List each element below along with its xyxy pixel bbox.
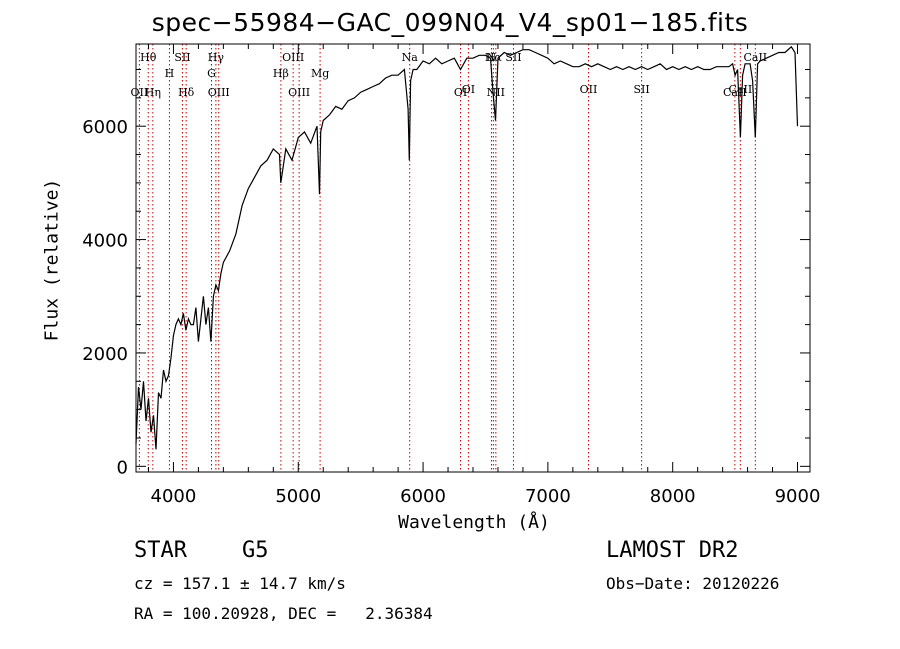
line-marker-label: OII — [580, 83, 598, 96]
survey-name: LAMOST DR2 — [606, 538, 739, 563]
line-marker-label: OI — [454, 86, 467, 99]
x-tick-label: 5000 — [275, 486, 321, 507]
line-marker-label: CaII — [743, 51, 767, 64]
line-marker-label: Mg — [311, 67, 329, 80]
line-marker-label: OII — [131, 86, 149, 99]
y-tick-label: 6000 — [82, 117, 128, 138]
x-tick-label: 6000 — [400, 486, 446, 507]
x-tick-label: 4000 — [151, 486, 197, 507]
line-marker-label: OIII — [282, 51, 304, 64]
line-marker-label: G — [207, 67, 216, 80]
line-marker-label: OI — [462, 83, 475, 96]
line-marker-label: SII — [174, 51, 190, 64]
x-tick-label: 9000 — [775, 486, 821, 507]
line-marker-label: Hη — [145, 86, 161, 99]
chart-title: spec−55984−GAC_099N04_V4_sp01−185.fits — [151, 8, 749, 37]
line-marker-label: CaII — [729, 83, 753, 96]
line-marker-label: Hα — [485, 51, 503, 64]
line-marker-label: Hδ — [178, 86, 195, 99]
y-tick-label: 0 — [117, 457, 128, 478]
line-marker-label: SII — [505, 51, 521, 64]
line-marker-label: Hθ — [140, 51, 157, 64]
y-tick-label: 2000 — [82, 344, 128, 365]
line-marker-label: OIII — [288, 86, 310, 99]
line-marker-label: Na — [402, 51, 419, 64]
x-tick-label: 7000 — [525, 486, 571, 507]
redshift-velocity: cz = 157.1 ± 14.7 km/s — [134, 574, 346, 593]
y-axis-label: Flux (relative) — [41, 178, 63, 342]
y-axis-ticks: 0 2000 4000 6000 — [82, 69, 810, 478]
observation-date: Obs−Date: 20120226 — [606, 574, 780, 593]
x-tick-label: 8000 — [650, 486, 696, 507]
line-marker-label: Hγ — [208, 51, 225, 64]
line-marker-label: OIII — [208, 86, 230, 99]
line-marker-label: SII — [634, 83, 650, 96]
line-marker-label: N — [487, 51, 497, 64]
line-marker-group — [138, 44, 756, 472]
object-class: STAR — [134, 538, 187, 563]
plot-frame — [135, 43, 811, 473]
line-marker-label: CaII — [723, 86, 747, 99]
line-marker-label: NII — [487, 86, 505, 99]
line-marker-label: Hβ — [273, 67, 289, 80]
x-axis-label: Wavelength (Å) — [398, 512, 550, 533]
object-subclass: G5 — [242, 538, 269, 563]
y-tick-label: 4000 — [82, 231, 128, 252]
line-marker-label: H — [165, 67, 175, 80]
spectrum-line — [135, 45, 799, 450]
x-axis-ticks: 4000 5000 6000 7000 8000 9000 — [147, 44, 821, 507]
sky-coordinates: RA = 100.20928, DEC = 2.36384 — [134, 604, 433, 623]
